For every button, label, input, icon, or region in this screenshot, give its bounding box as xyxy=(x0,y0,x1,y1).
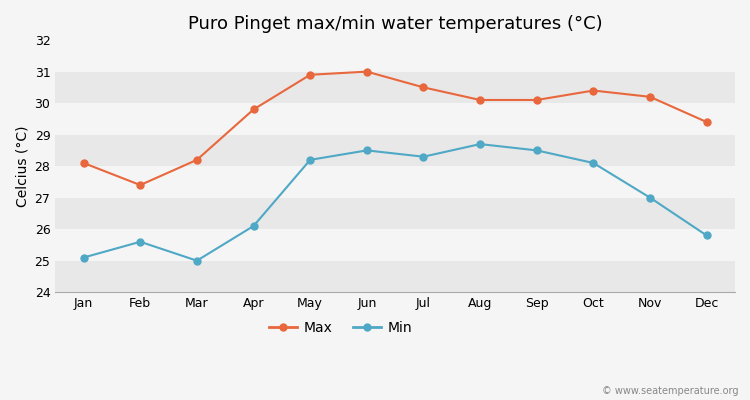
Bar xyxy=(56,72,735,103)
Title: Puro Pinget max/min water temperatures (°C): Puro Pinget max/min water temperatures (… xyxy=(188,15,602,33)
Text: © www.seatemperature.org: © www.seatemperature.org xyxy=(602,386,739,396)
Bar xyxy=(56,229,735,261)
Bar xyxy=(56,40,735,72)
Bar xyxy=(56,103,735,135)
Bar xyxy=(56,198,735,229)
Y-axis label: Celcius (°C): Celcius (°C) xyxy=(15,125,29,207)
Legend: Max, Min: Max, Min xyxy=(263,316,419,341)
Bar xyxy=(56,166,735,198)
Bar xyxy=(56,261,735,292)
Bar xyxy=(56,135,735,166)
